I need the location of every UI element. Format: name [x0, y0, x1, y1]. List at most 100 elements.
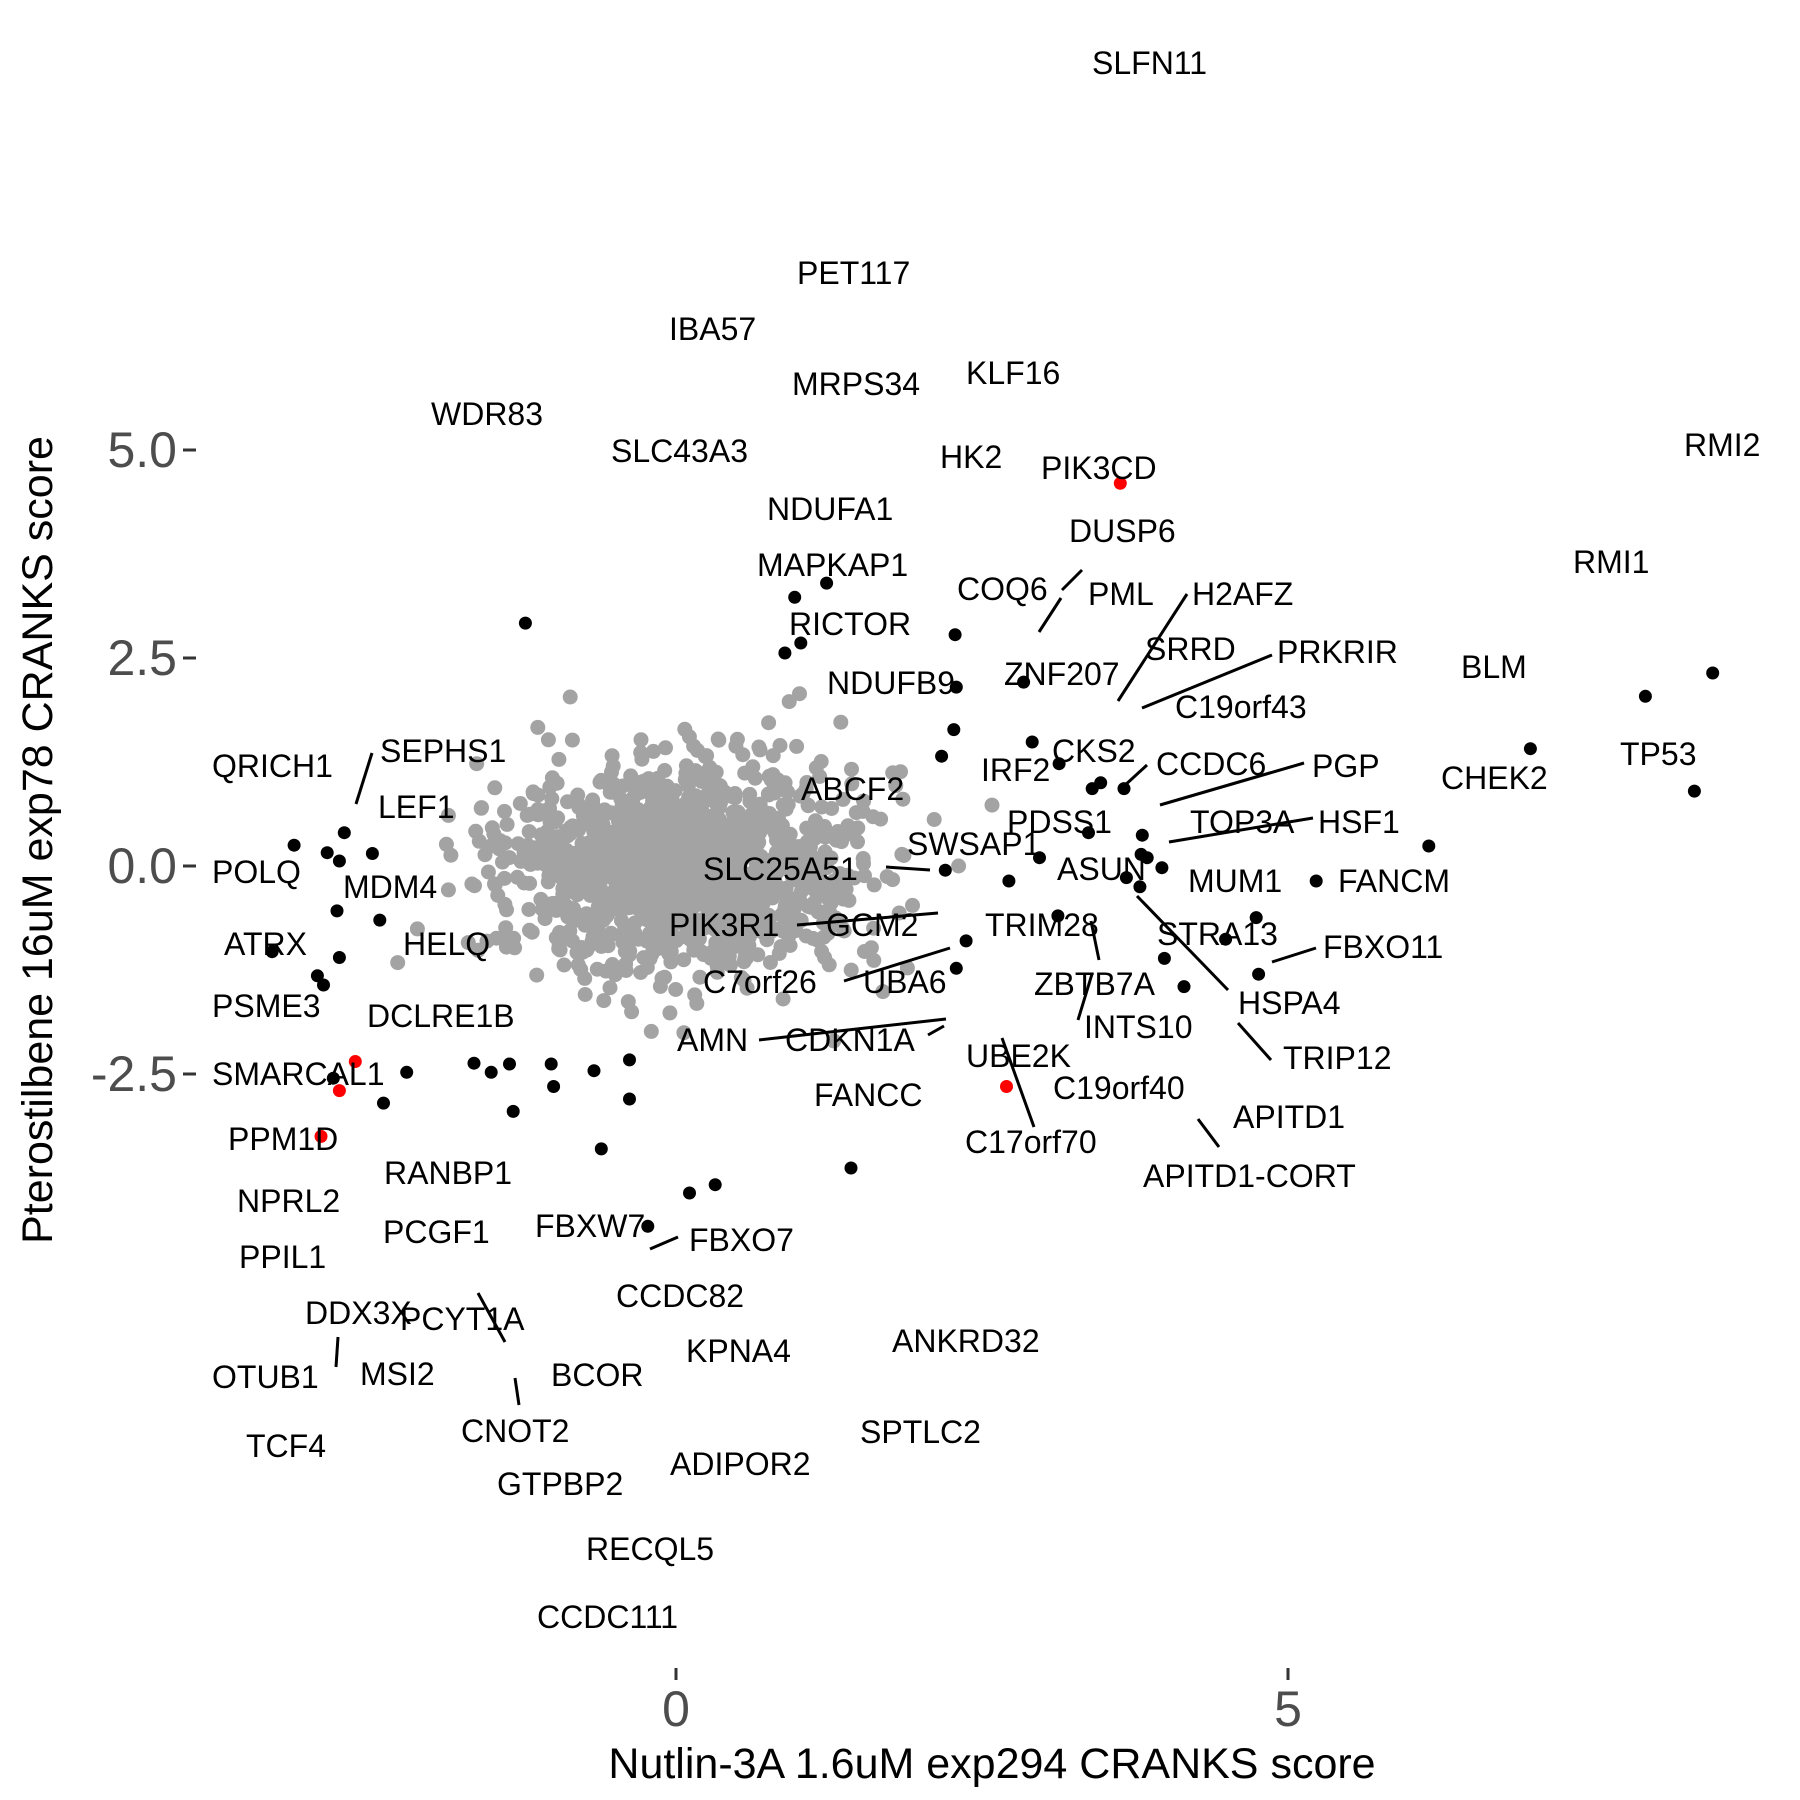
background-point: [563, 826, 578, 842]
background-point: [680, 778, 696, 794]
label-mum1: MUM1: [1188, 863, 1282, 899]
background-point: [789, 738, 805, 754]
background-point: [589, 961, 605, 977]
background-point: [708, 806, 724, 822]
background-point: [795, 786, 811, 802]
leader-line: [1135, 894, 1230, 992]
background-point: [772, 738, 788, 753]
background-point: [604, 927, 619, 943]
background-point: [522, 875, 538, 891]
background-point: [775, 797, 791, 813]
leader-line: [927, 1024, 945, 1037]
background-point: [440, 807, 456, 823]
leader-line: [513, 1377, 521, 1406]
background-point: [716, 784, 732, 800]
label-swsap1: SWSAP1: [907, 826, 1040, 862]
point-coq6: [935, 749, 949, 763]
point-fancm: [1309, 874, 1323, 888]
leader-line: [1159, 761, 1305, 807]
label-cks2: CKS2: [1052, 733, 1136, 769]
background-point: [521, 824, 537, 840]
background-point: [522, 922, 537, 938]
background-point: [782, 826, 798, 842]
background-point: [697, 888, 713, 904]
background-point: [521, 902, 537, 917]
background-point: [668, 982, 684, 997]
background-point: [579, 906, 594, 922]
background-point: [610, 866, 626, 881]
background-point: [736, 972, 752, 988]
background-point: [577, 987, 593, 1002]
background-point: [733, 866, 749, 882]
label-dclre1b: DCLRE1B: [367, 998, 515, 1034]
label-apitd1-cort: APITD1-CORT: [1143, 1158, 1356, 1194]
background-point: [497, 803, 512, 819]
point-adipor2: [708, 1178, 722, 1192]
label-tcf4: TCF4: [246, 1428, 326, 1464]
background-point: [633, 745, 649, 760]
point-hspa4: [1219, 932, 1233, 946]
point-stra13: [1133, 880, 1147, 894]
leader-line: [1076, 973, 1094, 1021]
point-pcyt1a: [484, 1065, 498, 1079]
background-point: [905, 897, 920, 913]
label-psme3: PSME3: [212, 988, 320, 1024]
background-point: [593, 890, 609, 906]
background-point: [750, 947, 766, 963]
background-point: [658, 740, 673, 756]
background-point: [760, 858, 776, 874]
background-point: [633, 732, 649, 748]
y-tick-label: 5.0: [107, 422, 177, 478]
label-rictor: RICTOR: [789, 606, 911, 642]
label-c7orf26: C7orf26: [703, 964, 817, 1000]
background-point: [663, 954, 679, 970]
point-rmi2: [1706, 666, 1720, 680]
label-wdr83: WDR83: [431, 396, 543, 432]
label-ppm1d: PPM1D: [228, 1121, 338, 1157]
background-point: [621, 776, 637, 792]
label-sephs1: SEPHS1: [380, 733, 506, 769]
label-helq: HELQ: [403, 926, 490, 962]
label-leader-lines: [334, 568, 1317, 1406]
background-point: [654, 970, 670, 986]
point-atrx: [330, 904, 344, 918]
background-point: [630, 894, 646, 910]
y-tick-label: -2.5: [91, 1046, 177, 1102]
label-mrps34: MRPS34: [792, 366, 920, 402]
background-point: [618, 963, 634, 978]
background-point: [440, 882, 456, 898]
label-fbxo7: FBXO7: [689, 1222, 794, 1258]
label-irf2: IRF2: [981, 752, 1050, 788]
background-point: [615, 934, 631, 950]
background-point: [764, 821, 780, 837]
point-kpna4: [623, 1092, 636, 1106]
labeled-points: [265, 576, 1720, 1233]
point-zbtb7a: [1051, 909, 1065, 923]
background-point: [711, 732, 727, 748]
label-ankrd32: ANKRD32: [892, 1323, 1040, 1359]
background-point: [651, 907, 666, 923]
background-point: [835, 791, 851, 807]
label-abcf2: ABCF2: [801, 771, 904, 807]
background-point: [611, 902, 627, 917]
point-ccdc6: [1082, 826, 1095, 840]
background-point: [525, 840, 541, 856]
label-fancc: FANCC: [814, 1077, 922, 1113]
background-point: [597, 802, 613, 818]
y-tick-label: 0.0: [107, 838, 177, 894]
label-ppil1: PPIL1: [239, 1239, 326, 1275]
label-amn: AMN: [677, 1022, 748, 1058]
background-point: [602, 980, 618, 996]
label-ndufb9: NDUFB9: [827, 665, 955, 701]
point-chek2: [1422, 839, 1436, 853]
background-point: [774, 907, 790, 923]
leader-line: [1141, 653, 1273, 710]
background-point: [787, 914, 803, 930]
background-point: [766, 875, 782, 891]
label-atrx: ATRX: [224, 926, 307, 962]
background-point: [735, 747, 751, 763]
label-pcyt1a: PCYT1A: [400, 1301, 525, 1337]
label-ints10: INTS10: [1084, 1009, 1192, 1045]
background-point: [676, 952, 692, 968]
